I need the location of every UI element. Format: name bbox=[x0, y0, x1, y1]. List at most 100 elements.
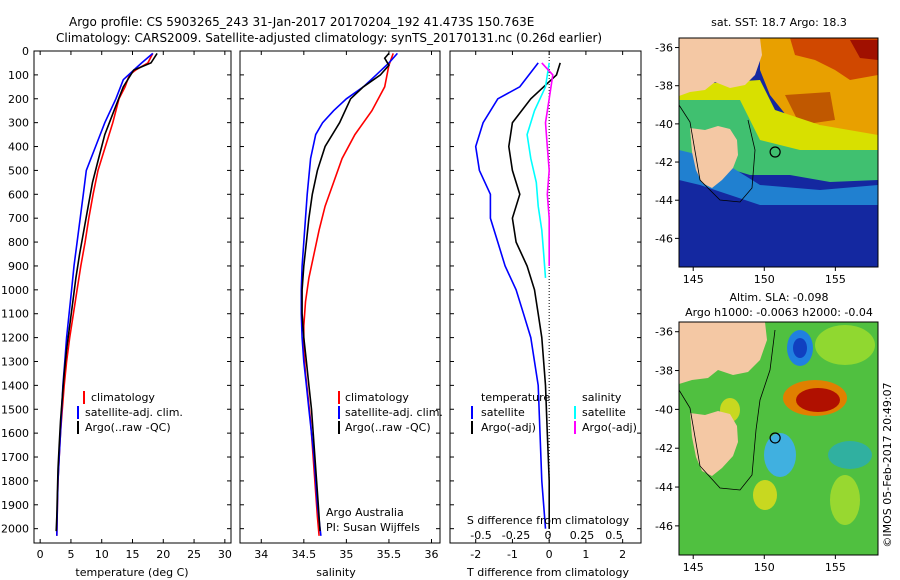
credit-line-2: PI: Susan Wijffels bbox=[326, 521, 420, 534]
header-line-1: Argo profile: CS 5903265_243 31-Jan-2017… bbox=[69, 15, 534, 29]
sla-map-title: Altim. SLA: -0.098 bbox=[729, 291, 828, 304]
legend-climatology-label: climatology bbox=[91, 391, 155, 404]
salinity-panel: 34 34.5 35 35.5 36 salinity climatology sate… bbox=[239, 50, 443, 579]
series-line-climatology bbox=[302, 53, 394, 536]
argo-float-marker bbox=[769, 146, 781, 158]
sla-map-subtitle: Argo h1000: -0.0063 h2000: -0.04 bbox=[685, 306, 873, 319]
t-difference-x-label: T difference from climatology bbox=[466, 566, 629, 579]
depth-tick-label: 800 bbox=[8, 236, 29, 249]
lat-tick-label: -38 bbox=[655, 80, 673, 93]
x-tick-label: 20 bbox=[156, 548, 170, 561]
lat-tick-label: -40 bbox=[655, 118, 673, 131]
sla-map: Altim. SLA: -0.098 Argo h1000: -0.0063 h… bbox=[655, 291, 879, 574]
lat-tick-label: -42 bbox=[655, 442, 673, 455]
lat-tick-label: -46 bbox=[655, 232, 673, 245]
sst-eddy bbox=[785, 92, 835, 125]
t-difference-x-axis: -2 -1 0 1 2 bbox=[470, 51, 626, 561]
argo-float-marker bbox=[769, 432, 781, 444]
depth-tick-label: 1300 bbox=[1, 355, 29, 368]
series-line-salinity-argo-adj- bbox=[541, 62, 554, 266]
legend-argo-label: Argo(..raw -QC) bbox=[345, 421, 431, 434]
mainland-land bbox=[679, 322, 767, 384]
s-tick-label: 0.25 bbox=[570, 529, 595, 542]
legend-t-satellite-label: satellite bbox=[481, 406, 525, 419]
depth-tick-label: 300 bbox=[8, 117, 29, 130]
depth-tick-label: 100 bbox=[8, 69, 29, 82]
s-difference-label: S difference from climatology bbox=[467, 514, 630, 527]
temperature-axes-frame bbox=[33, 50, 232, 544]
s-tick-label: -0.25 bbox=[502, 529, 530, 542]
credit-line-1: Argo Australia bbox=[326, 506, 404, 519]
x-tick-label: 0 bbox=[546, 548, 553, 561]
series-line-satellite-adj-clim- bbox=[300, 52, 398, 536]
x-tick-label: 2 bbox=[619, 548, 626, 561]
depth-tick-label: 400 bbox=[8, 141, 29, 154]
x-tick-label: 0 bbox=[37, 548, 44, 561]
x-tick-label: 25 bbox=[187, 548, 201, 561]
s-tick-label: 0.5 bbox=[605, 529, 623, 542]
sla-high-core bbox=[796, 388, 840, 412]
x-tick-label: 10 bbox=[95, 548, 109, 561]
series-line-temperature-satellite bbox=[474, 62, 547, 529]
depth-tick-label: 1000 bbox=[1, 284, 29, 297]
salinity-x-label: salinity bbox=[316, 566, 356, 579]
s-tick-label: -0.5 bbox=[470, 529, 491, 542]
lat-tick-label: -40 bbox=[655, 403, 673, 416]
salinity-x-axis: 34 34.5 35 35.5 36 bbox=[254, 51, 438, 561]
depth-tick-label: 1800 bbox=[1, 475, 29, 488]
sla-low-core bbox=[793, 338, 807, 358]
legend-satellite-label: satellite-adj. clim. bbox=[85, 406, 183, 419]
legend-s-satellite-label: satellite bbox=[582, 406, 626, 419]
temperature-legend: climatology satellite-adj. clim. Argo(..… bbox=[77, 391, 183, 434]
depth-tick-label: 0 bbox=[22, 45, 29, 58]
difference-y-ticks bbox=[450, 50, 641, 530]
sst-map-frame bbox=[678, 37, 879, 268]
difference-legend: temperature satellite Argo(-adj) salinit… bbox=[471, 391, 637, 434]
sla-anomaly-2 bbox=[830, 475, 860, 525]
sst-map: sat. SST: 18.7 Argo: 18.3 -36 -38 -40 -42 -4… bbox=[655, 16, 879, 286]
depth-axis: 0 100 200 300 400 500 600 700 800 900 1000 1100 1200… bbox=[1, 45, 231, 536]
x-tick-label: 36 bbox=[424, 548, 438, 561]
depth-tick-label: 1500 bbox=[1, 403, 29, 416]
sst-hot-spot bbox=[850, 40, 878, 60]
mainland-land bbox=[679, 38, 762, 96]
legend-s-argo-label: Argo(-adj) bbox=[582, 421, 637, 434]
sla-field bbox=[679, 322, 878, 555]
x-tick-label: 34 bbox=[254, 548, 268, 561]
legend-climatology-label: climatology bbox=[345, 391, 409, 404]
legend-satellite-label: satellite-adj. clim. bbox=[345, 406, 443, 419]
depth-tick-label: 600 bbox=[8, 188, 29, 201]
series-line-argo-raw-qc- bbox=[55, 52, 158, 532]
sla-anomaly bbox=[815, 325, 875, 365]
depth-tick-label: 500 bbox=[8, 164, 29, 177]
x-tick-label: -2 bbox=[470, 548, 481, 561]
bathymetry-contour bbox=[679, 329, 776, 491]
legend-temperature-heading: temperature bbox=[481, 391, 550, 404]
legend-t-argo-label: Argo(-adj) bbox=[481, 421, 536, 434]
depth-tick-label: 1100 bbox=[1, 308, 29, 321]
x-tick-label: 30 bbox=[218, 548, 232, 561]
sst-cool-band bbox=[679, 150, 878, 205]
salinity-axes-frame bbox=[239, 50, 441, 544]
depth-tick-label: 700 bbox=[8, 212, 29, 225]
salinity-series bbox=[300, 52, 398, 536]
sla-low-eddy-2 bbox=[764, 433, 796, 477]
lon-tick-label: 155 bbox=[825, 561, 846, 574]
lon-tick-label: 150 bbox=[754, 561, 775, 574]
lon-tick-label: 150 bbox=[754, 273, 775, 286]
legend-argo-label: Argo(..raw -QC) bbox=[85, 421, 171, 434]
sst-map-title: sat. SST: 18.7 Argo: 18.3 bbox=[711, 16, 847, 29]
sst-field bbox=[679, 38, 878, 267]
temperature-x-label: temperature (deg C) bbox=[75, 566, 188, 579]
temperature-x-axis: 0 5 10 15 20 25 30 bbox=[37, 51, 232, 561]
copyright-timestamp: ©IMOS 05-Feb-2017 20:49:07 bbox=[881, 382, 894, 547]
x-tick-label: 35 bbox=[339, 548, 353, 561]
sla-map-axes: -36 -38 -40 -42 -44 -46 145 150 155 bbox=[655, 326, 846, 574]
x-tick-label: -1 bbox=[507, 548, 518, 561]
bathymetry-contour bbox=[679, 104, 756, 203]
x-tick-label: 15 bbox=[126, 548, 140, 561]
depth-tick-label: 200 bbox=[8, 93, 29, 106]
lat-tick-label: -44 bbox=[655, 194, 673, 207]
depth-tick-label: 1200 bbox=[1, 332, 29, 345]
